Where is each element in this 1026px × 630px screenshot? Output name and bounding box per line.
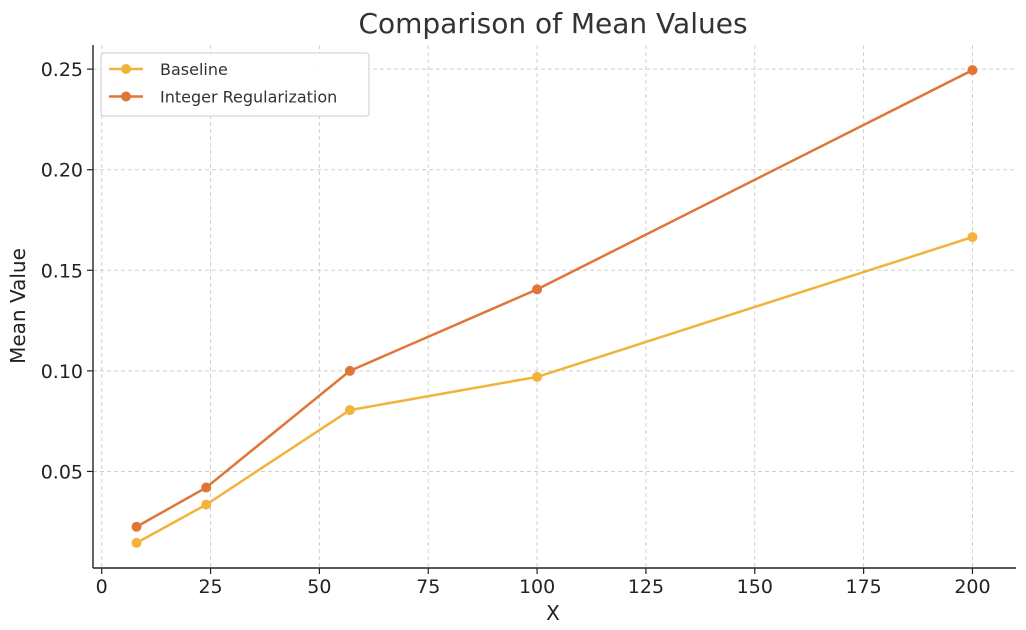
legend-label: Integer Regularization xyxy=(160,88,337,107)
legend-item: Baseline xyxy=(109,60,228,79)
y-tick-label: 0.05 xyxy=(41,461,83,483)
data-point xyxy=(344,405,355,416)
x-tick-label: 125 xyxy=(628,576,664,598)
legend-label: Baseline xyxy=(160,60,228,79)
data-point xyxy=(967,65,978,76)
data-point xyxy=(532,284,543,295)
y-tick-label: 0.25 xyxy=(41,59,83,81)
data-point xyxy=(201,482,212,493)
chart-title: Comparison of Mean Values xyxy=(358,7,747,40)
data-point xyxy=(131,537,142,548)
x-axis-label: X xyxy=(546,601,560,625)
grid xyxy=(93,45,1016,568)
data-point xyxy=(201,499,212,510)
x-tick-label: 150 xyxy=(737,576,773,598)
x-tick-label: 50 xyxy=(307,576,331,598)
data-point xyxy=(344,365,355,376)
tick-labels: 0 25 50 75 100 125 150 175 200 0.05 0.10 0.15 0.20 0.… xyxy=(41,59,991,598)
x-tick-label: 0 xyxy=(96,576,108,598)
x-tick-label: 25 xyxy=(198,576,222,598)
x-tick-label: 200 xyxy=(954,576,990,598)
x-tick-label: 175 xyxy=(845,576,881,598)
series-line xyxy=(135,235,973,544)
legend-box xyxy=(100,52,370,117)
series-1 xyxy=(131,232,978,548)
series-line xyxy=(135,69,974,528)
y-tick-label: 0.10 xyxy=(41,361,83,383)
series-2 xyxy=(131,65,978,532)
legend: Baseline Integer Regularization xyxy=(100,52,370,117)
axes xyxy=(87,45,1016,574)
y-tick-label: 0.15 xyxy=(41,260,83,282)
legend-item: Integer Regularization xyxy=(109,88,337,107)
series-layer xyxy=(131,65,978,548)
data-point xyxy=(131,521,142,532)
y-tick-label: 0.20 xyxy=(41,160,83,182)
x-tick-label: 100 xyxy=(519,576,555,598)
data-point xyxy=(532,371,543,382)
x-tick-label: 75 xyxy=(416,576,440,598)
legend-items: Baseline Integer Regularization xyxy=(109,60,337,107)
legend-marker xyxy=(121,64,131,74)
y-axis-label: Mean Value xyxy=(6,248,30,364)
legend-marker xyxy=(121,91,131,102)
data-point xyxy=(967,232,978,243)
